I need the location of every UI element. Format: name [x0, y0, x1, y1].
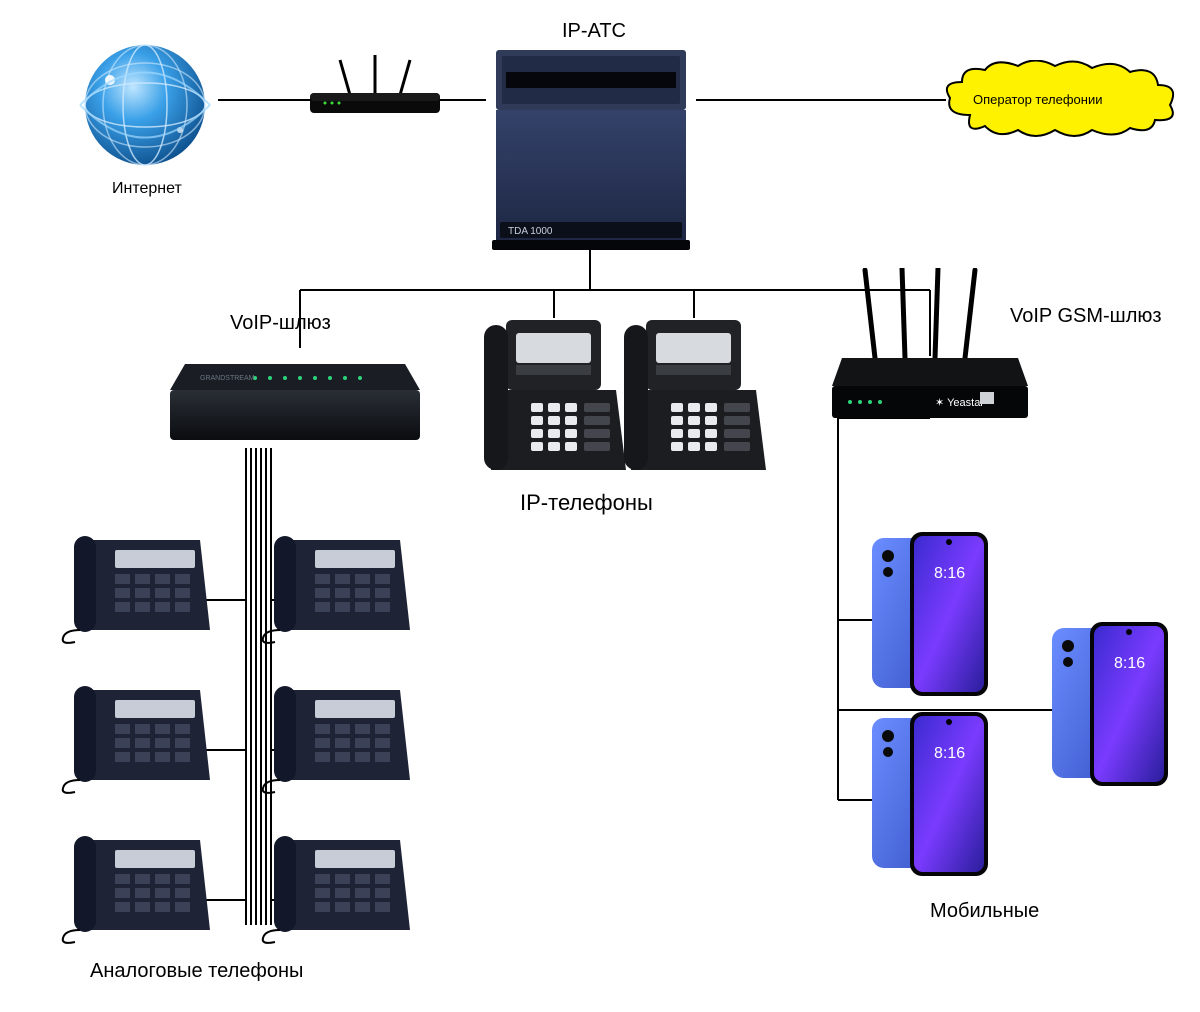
mobile-clock: 8:16	[934, 565, 965, 582]
svg-text:8:16: 8:16	[934, 745, 965, 762]
ip-phone-2-icon	[616, 315, 766, 480]
svg-text:GRANDSTREAM: GRANDSTREAM	[200, 375, 255, 382]
operator-label: Оператор телефонии	[973, 92, 1103, 107]
analog-phone-icon	[60, 830, 210, 945]
voip-gsm-gateway-label: VoIP GSM‑шлюз	[1010, 305, 1162, 328]
svg-text:TDA 1000: TDA 1000	[508, 226, 553, 237]
mobiles-label: Мобильные	[930, 900, 1039, 923]
ip-atc-label: IP-АТС	[562, 20, 626, 43]
svg-text:✶ Yeastar: ✶ Yeastar	[935, 397, 984, 409]
mobile-phone-icon: 8:16	[1050, 620, 1170, 790]
mobile-phone-icon: 8:16	[870, 530, 990, 700]
ip-pbx-icon: TDA 1000	[486, 50, 696, 250]
analog-phone-icon	[260, 680, 410, 795]
analog-phone-icon	[260, 830, 410, 945]
analog-phone-icon	[60, 530, 210, 645]
svg-text:8:16: 8:16	[1114, 655, 1145, 672]
ip-phone-1-icon	[476, 315, 626, 480]
router-icon	[300, 55, 450, 120]
analog-phone-icon	[60, 680, 210, 795]
diagram-canvas: TDA 1000	[0, 0, 1200, 1012]
ip-phones-label: IP-телефоны	[520, 490, 653, 516]
internet-globe-icon	[70, 30, 220, 180]
voip-gsm-gateway-icon: ✶ Yeastar	[830, 268, 1030, 420]
mobile-phone-icon: 8:16	[870, 710, 990, 880]
internet-label: Интернет	[112, 180, 182, 198]
voip-gateway-label: VoIP‑шлюз	[230, 312, 331, 335]
analog-phone-icon	[260, 530, 410, 645]
analog-phones-label: Аналоговые телефоны	[90, 960, 303, 983]
voip-gateway-icon: GRANDSTREAM	[165, 340, 425, 450]
